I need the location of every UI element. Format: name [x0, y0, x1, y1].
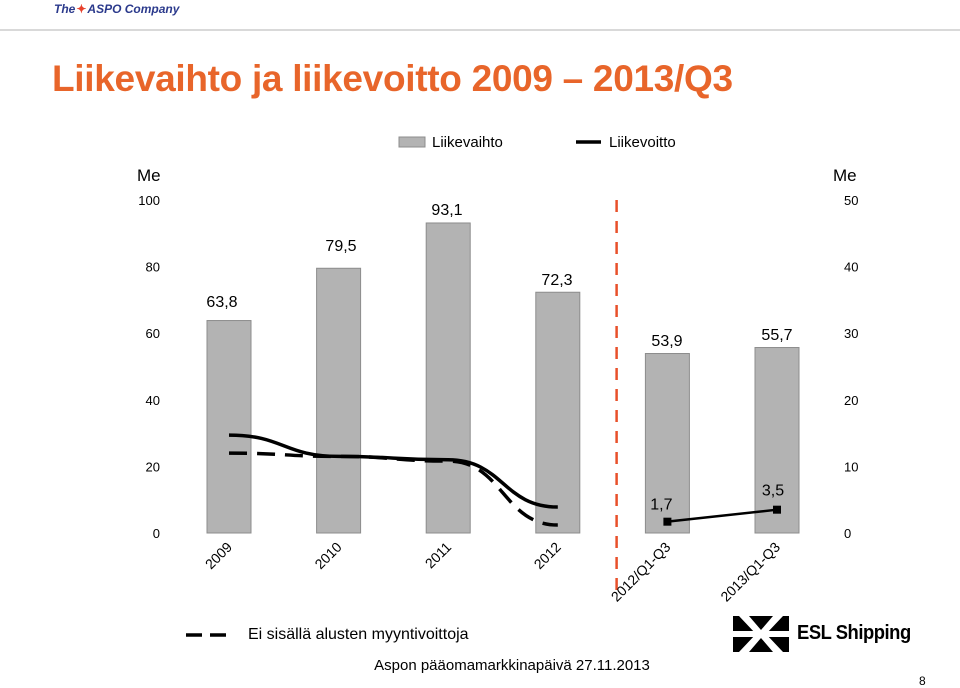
- bar-value-label: 55,7: [761, 327, 792, 344]
- bar-2009: [206, 320, 252, 534]
- esl-emblem-icon: [733, 616, 789, 652]
- legend-bar-swatch: [398, 136, 426, 148]
- profit-line-annual: [228, 433, 558, 509]
- right-tick-label: 40: [844, 260, 858, 275]
- x-tick-label: 2012: [531, 539, 564, 572]
- bar-2013/Q1-Q3: [754, 347, 800, 534]
- legend-line-label: Liikevoitto: [609, 134, 676, 151]
- star-icon: ✦: [76, 2, 87, 16]
- dashed-line-icon: [186, 633, 234, 637]
- right-axis-unit: Me: [833, 166, 857, 185]
- aspo-logo: The ✦ ASPO Company: [54, 1, 179, 17]
- right-tick-label: 10: [844, 459, 858, 474]
- legend-bar-label: Liikevaihto: [432, 134, 503, 151]
- bar-2012/Q1-Q3: [644, 353, 690, 534]
- header-divider: [0, 29, 960, 31]
- logo-the: The: [54, 2, 76, 16]
- bar-value-label: 93,1: [431, 202, 462, 219]
- bar-2012: [535, 291, 581, 534]
- page-title: Liikevaihto ja liikevoitto 2009 – 2013/Q…: [52, 58, 733, 99]
- logo-brand: ASPO Company: [87, 2, 180, 16]
- left-tick-label: 60: [146, 326, 160, 341]
- footer-legend-label: Ei sisällä alusten myyntivoittoja: [248, 626, 469, 643]
- left-tick-label: 40: [146, 393, 160, 408]
- profit-value-label: 3,5: [762, 483, 784, 500]
- footer-legend: Ei sisällä alusten myyntivoittoja: [186, 624, 469, 646]
- profit-line-ytd: [667, 508, 778, 523]
- profit-line-excl-ship-sales: [228, 451, 558, 527]
- x-tick-label: 2012/Q1-Q3: [608, 539, 674, 605]
- bar-2010: [316, 267, 362, 534]
- footer-event: Aspon pääomamarkkinapäivä 27.11.2013: [374, 657, 650, 674]
- bar-value-label: 72,3: [541, 272, 572, 289]
- bar-value-label: 53,9: [651, 333, 682, 350]
- left-axis-unit: Me: [137, 166, 161, 185]
- bar-value-label: 63,8: [206, 294, 237, 311]
- x-tick-label: 2013/Q1-Q3: [717, 539, 783, 605]
- bar-value-label: 79,5: [325, 238, 356, 255]
- right-tick-label: 50: [844, 193, 858, 208]
- esl-brand-text: ESL Shipping: [797, 622, 911, 644]
- profit-value-label: 1,7: [650, 497, 672, 514]
- esl-shipping-logo: ESL Shipping: [733, 614, 913, 654]
- page-number: 8: [919, 674, 926, 688]
- left-tick-label: 20: [146, 459, 160, 474]
- bar-2011: [425, 222, 471, 534]
- right-tick-label: 20: [844, 393, 858, 408]
- x-tick-label: 2009: [202, 539, 235, 572]
- x-tick-label: 2010: [311, 539, 344, 572]
- x-tick-label: 2011: [422, 539, 455, 572]
- left-tick-label: 0: [153, 526, 160, 541]
- right-tick-label: 30: [844, 326, 858, 341]
- right-tick-label: 0: [844, 526, 851, 541]
- profit-marker: [773, 505, 781, 514]
- profit-marker: [663, 517, 672, 526]
- left-tick-label: 80: [146, 260, 160, 275]
- left-tick-label: 100: [138, 193, 160, 208]
